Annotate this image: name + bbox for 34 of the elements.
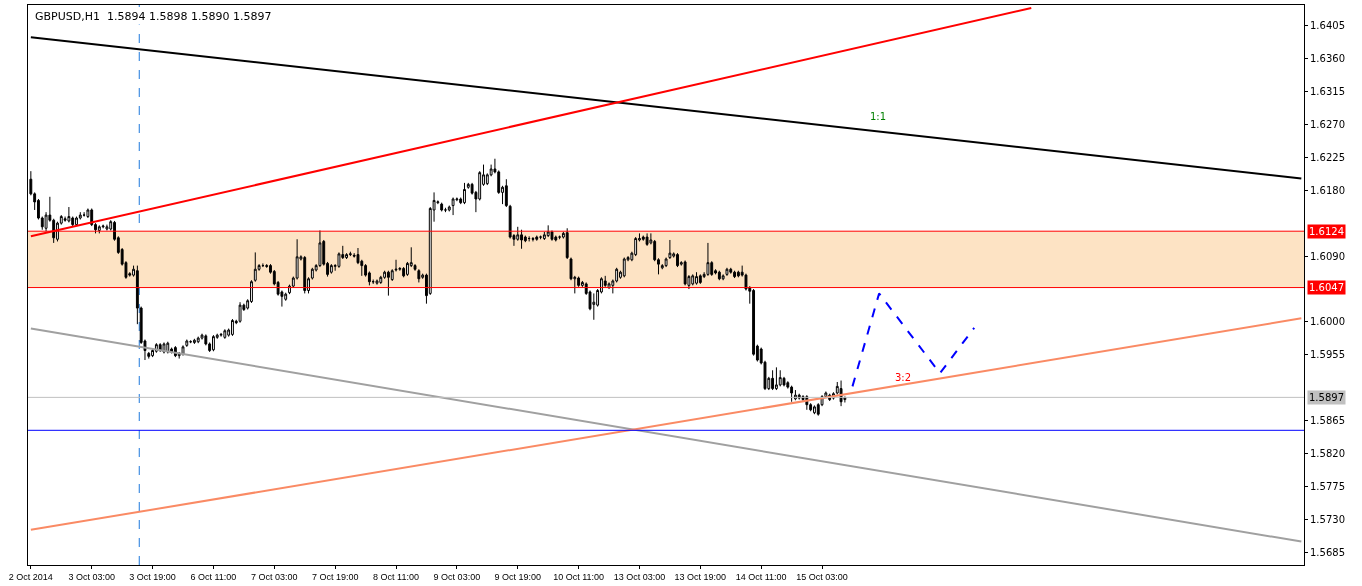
x-tick-label: 9 Oct 19:00 [494,571,542,582]
x-tick-label: 13 Oct 19:00 [674,571,727,582]
annotation: 1:1 [870,111,887,122]
y-tick-label: 1.5955 [1310,349,1345,361]
x-tick-label: 8 Oct 11:00 [373,571,419,582]
y-tick-label: 1.5865 [1310,415,1345,427]
y-tick-label: 1.5775 [1310,481,1345,493]
x-tick-label: 10 Oct 11:00 [553,571,605,582]
y-tick-label: 1.6090 [1310,250,1345,262]
y-tick-label: 1.6000 [1310,316,1345,328]
annotation: 3:2 [895,372,912,383]
x-tick-label: 9 Oct 03:00 [433,571,481,582]
ref-line-label: 1.6124 [1309,226,1344,237]
y-tick-label: 1.6360 [1310,52,1345,64]
x-tick-label: 7 Oct 19:00 [311,571,359,582]
y-tick-label: 1.6180 [1310,184,1345,196]
y-tick-label: 1.5730 [1310,514,1345,526]
y-tick-label: 1.6405 [1310,20,1345,31]
y-tick-label: 1.6225 [1310,151,1345,163]
y-tick-label: 1.6270 [1310,118,1345,130]
x-tick-label: 3 Oct 03:00 [68,571,115,582]
y-tick-label: 1.5685 [1310,547,1345,559]
ref-line-label: 1.6047 [1309,282,1344,293]
ref-line-label: 1.5897 [1309,392,1344,403]
y-tick-label: 1.6315 [1310,85,1345,97]
x-tick-label: 2 Oct 2014 [8,571,53,582]
text: GBPUSD,H1 1.5894 1.5898 1.5890 1.5897 [35,10,272,23]
x-tick-label: 13 Oct 03:00 [613,571,666,582]
y-tick-label: 1.5820 [1310,448,1345,460]
x-tick-label: 3 Oct 19:00 [129,571,176,582]
x-tick-label: 15 Oct 03:00 [796,571,848,582]
x-tick-label: 14 Oct 11:00 [735,571,787,582]
x-tick-label: 7 Oct 03:00 [251,571,298,582]
x-tick-label: 6 Oct 11:00 [190,571,237,582]
